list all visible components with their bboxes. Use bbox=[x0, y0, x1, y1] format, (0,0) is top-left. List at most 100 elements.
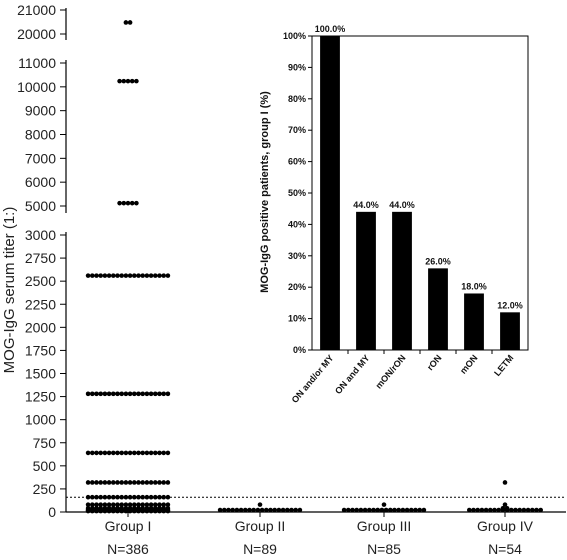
data-point bbox=[467, 507, 472, 513]
data-point bbox=[534, 507, 539, 513]
data-point bbox=[375, 507, 381, 513]
main-y-tick-label: 2500 bbox=[25, 273, 56, 289]
data-point bbox=[471, 507, 476, 513]
data-point bbox=[475, 507, 481, 513]
data-point bbox=[123, 20, 129, 25]
data-point bbox=[140, 391, 145, 397]
data-point bbox=[140, 494, 145, 500]
data-point bbox=[161, 494, 166, 500]
data-point bbox=[98, 507, 103, 513]
main-y-tick-label: 750 bbox=[33, 435, 57, 451]
group-label: Group I bbox=[105, 518, 152, 534]
inset-category-label: ON and MY bbox=[333, 353, 372, 396]
data-point bbox=[140, 507, 145, 513]
inset-bar-value-label: 100.0% bbox=[315, 24, 346, 34]
data-point bbox=[264, 507, 269, 513]
data-point bbox=[125, 200, 131, 206]
data-point bbox=[123, 391, 129, 397]
data-point bbox=[251, 507, 256, 513]
main-y-tick-label: 21000 bbox=[17, 2, 56, 18]
data-point bbox=[121, 200, 127, 206]
data-point bbox=[492, 507, 497, 513]
data-point bbox=[119, 507, 124, 513]
data-point bbox=[123, 502, 129, 507]
data-point bbox=[157, 480, 162, 485]
data-point bbox=[396, 507, 402, 513]
main-y-tick-label: 1000 bbox=[25, 412, 56, 428]
data-point bbox=[123, 507, 129, 513]
data-point bbox=[94, 502, 99, 507]
data-point bbox=[134, 78, 139, 84]
data-point bbox=[136, 450, 141, 456]
data-point bbox=[134, 200, 139, 206]
data-point bbox=[111, 502, 116, 507]
data-point bbox=[153, 507, 158, 513]
data-point bbox=[148, 480, 154, 485]
data-point bbox=[94, 494, 99, 500]
data-point bbox=[161, 480, 166, 485]
data-point bbox=[144, 480, 150, 485]
data-point bbox=[119, 494, 124, 500]
data-point bbox=[102, 494, 108, 500]
data-point bbox=[111, 507, 116, 513]
data-point bbox=[226, 507, 231, 513]
data-point bbox=[102, 507, 108, 513]
data-point bbox=[111, 391, 116, 397]
data-point bbox=[144, 507, 150, 513]
data-point bbox=[153, 450, 158, 456]
data-point bbox=[157, 391, 162, 397]
data-point bbox=[165, 494, 171, 500]
data-point bbox=[350, 507, 355, 513]
data-point bbox=[136, 502, 141, 507]
data-point bbox=[102, 502, 108, 507]
main-y-axis-label: MOG-IgG serum titer (1:) bbox=[1, 207, 18, 374]
data-point bbox=[111, 450, 116, 456]
data-point bbox=[119, 502, 124, 507]
data-point bbox=[517, 507, 522, 513]
main-y-tick-label: 250 bbox=[33, 481, 57, 497]
data-point bbox=[144, 391, 150, 397]
data-point bbox=[127, 494, 133, 500]
data-point bbox=[85, 507, 91, 513]
data-point bbox=[413, 507, 418, 513]
group-n-label: N=89 bbox=[243, 541, 277, 557]
data-point bbox=[148, 273, 154, 278]
inset-y-tick-label: 20% bbox=[288, 282, 306, 292]
main-y-tick-label: 20000 bbox=[17, 26, 56, 42]
inset-category-label: LETM bbox=[492, 353, 515, 378]
data-point bbox=[121, 78, 127, 84]
data-point bbox=[421, 507, 427, 513]
inset-y-tick-label: 90% bbox=[288, 62, 306, 72]
data-point bbox=[367, 507, 372, 513]
data-point bbox=[341, 507, 347, 513]
data-point bbox=[144, 494, 150, 500]
data-point bbox=[136, 507, 141, 513]
data-point bbox=[132, 507, 137, 513]
data-point bbox=[98, 273, 103, 278]
data-point bbox=[153, 273, 158, 278]
group-label: Group IV bbox=[477, 518, 534, 534]
data-point bbox=[90, 480, 95, 485]
inset-bar bbox=[464, 293, 484, 350]
data-point bbox=[102, 391, 108, 397]
data-point bbox=[404, 507, 410, 513]
data-point bbox=[379, 507, 385, 513]
data-point bbox=[90, 494, 95, 500]
main-y-tick-label: 1750 bbox=[25, 342, 56, 358]
data-point bbox=[259, 507, 265, 513]
data-point bbox=[115, 480, 120, 485]
data-point bbox=[417, 507, 423, 513]
data-point bbox=[500, 507, 506, 513]
data-point bbox=[98, 480, 103, 485]
data-point bbox=[132, 391, 137, 397]
data-point bbox=[161, 502, 166, 507]
data-point bbox=[132, 502, 137, 507]
data-point bbox=[488, 507, 493, 513]
inset-y-tick-label: 70% bbox=[288, 125, 306, 135]
data-point bbox=[381, 502, 387, 507]
data-point bbox=[144, 450, 150, 456]
data-point bbox=[111, 273, 116, 278]
data-point bbox=[136, 494, 141, 500]
data-point bbox=[90, 450, 95, 456]
data-point bbox=[106, 273, 112, 278]
